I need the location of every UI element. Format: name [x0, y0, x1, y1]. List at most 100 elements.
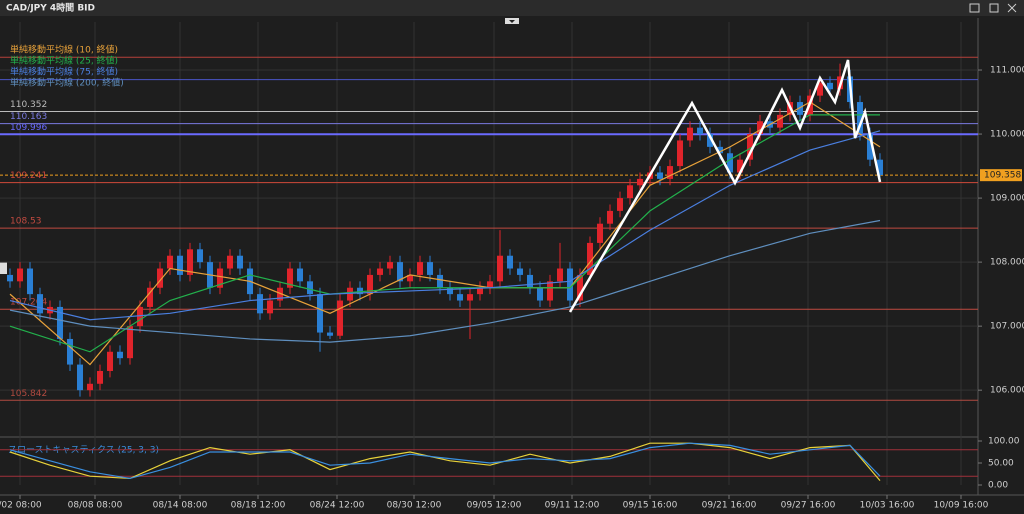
candle-body: [637, 178, 643, 186]
candle-body: [417, 262, 423, 275]
candle-body: [77, 364, 83, 391]
candle-body: [297, 268, 303, 282]
candle-body: [7, 274, 13, 282]
candle-body: [357, 287, 363, 295]
candle-body: [237, 255, 243, 269]
y-tick-label: 111.000: [990, 66, 1024, 76]
level-label: 105.842: [10, 389, 47, 399]
candle-body: [167, 255, 173, 269]
legend-entry: 単純移動平均線 (75, 終値): [10, 66, 118, 78]
x-tick-label: 10/09 16:00: [934, 501, 989, 511]
candle-body: [777, 114, 783, 128]
candle-body: [467, 294, 473, 301]
candle-body: [707, 134, 713, 147]
candle-body: [327, 332, 333, 336]
candle-body: [737, 159, 743, 173]
current-price-label: 109.358: [984, 171, 1021, 181]
candle-body: [617, 198, 623, 211]
osc-y-tick-label: 100.00: [988, 437, 1020, 447]
candle-body: [397, 262, 403, 282]
close-button[interactable]: [1007, 3, 1017, 13]
candle-body: [347, 287, 353, 301]
candle-body: [557, 268, 563, 282]
ma-line: [9, 219, 881, 343]
candle-body: [547, 281, 553, 301]
maximize-button[interactable]: [989, 3, 999, 13]
y-tick-label: 106.000: [990, 386, 1024, 396]
candle-body: [817, 82, 823, 96]
osc-line: [9, 442, 881, 480]
candle-body: [697, 127, 703, 135]
collapse-arrow: [509, 20, 515, 23]
y-tick-label: 108.000: [990, 258, 1024, 268]
candle-body: [277, 287, 283, 301]
candle-body: [747, 134, 753, 160]
candle-body: [687, 127, 693, 141]
candle-body: [877, 159, 883, 176]
level-label: 109.996: [10, 123, 47, 133]
candle-body: [607, 210, 613, 224]
candle-body: [657, 172, 663, 179]
candle-body: [507, 255, 513, 269]
y-tick-label: 110.000: [990, 130, 1024, 140]
candle-body: [217, 268, 223, 288]
x-tick-label: 09/15 16:00: [623, 501, 678, 511]
candle-body: [857, 102, 863, 135]
candle-body: [137, 306, 143, 327]
candle-body: [227, 255, 233, 269]
x-tick-label: 08/24 12:00: [310, 501, 365, 511]
ma-line: [9, 114, 880, 353]
legend-entry: 単純移動平均線 (200, 終値): [10, 77, 124, 89]
legend: 単純移動平均線 (10, 終値)単純移動平均線 (25, 終値)単純移動平均線 …: [10, 44, 124, 89]
candle-body: [117, 351, 123, 359]
ma-line: [9, 130, 881, 321]
legend-entry: 単純移動平均線 (25, 終値): [10, 55, 118, 67]
level-label: 108.53: [10, 217, 42, 227]
candle-body: [257, 294, 263, 314]
candle-body: [287, 268, 293, 288]
candle-body: [577, 274, 583, 301]
candle-body: [517, 268, 523, 275]
osc-y-tick-label: 50.00: [988, 459, 1014, 469]
candle-body: [667, 166, 673, 179]
candle-body: [867, 134, 873, 160]
candle-body: [407, 274, 413, 282]
side-toggle[interactable]: [0, 262, 7, 274]
candle-body: [87, 383, 93, 391]
candle-body: [587, 242, 593, 275]
level-label: 110.163: [10, 112, 47, 122]
level-label: 110.352: [10, 100, 47, 110]
osc-line: [9, 442, 881, 481]
candle-body: [367, 274, 373, 295]
candle-body: [437, 274, 443, 288]
candle-body: [477, 287, 483, 295]
popout-button[interactable]: [969, 3, 980, 13]
candle-body: [487, 281, 493, 288]
x-tick-label: 09/27 16:00: [781, 501, 836, 511]
x-tick-label: /02 08:00: [0, 501, 42, 511]
candle-body: [57, 306, 63, 339]
x-tick-label: 09/21 16:00: [702, 501, 757, 511]
candle-body: [187, 249, 193, 275]
candle-body: [267, 300, 273, 314]
candle-body: [177, 255, 183, 275]
legend-entry: 単純移動平均線 (10, 終値): [10, 44, 118, 56]
title-bar: [0, 0, 1024, 16]
x-tick-label: 08/14 08:00: [153, 501, 208, 511]
candle-body: [537, 287, 543, 301]
candle-body: [497, 255, 503, 282]
candle-body: [147, 287, 153, 307]
y-tick-label: 107.000: [990, 322, 1024, 332]
candle-body: [447, 287, 453, 295]
oscillator-panel: スローストキャスティクス (25, 3, 3): [0, 442, 978, 481]
x-tick-label: 08/08 08:00: [68, 501, 123, 511]
candle-body: [677, 140, 683, 167]
candle-body: [757, 121, 763, 135]
candle-body: [197, 249, 203, 263]
x-tick-label: 08/18 12:00: [231, 501, 286, 511]
candle-body: [157, 268, 163, 288]
trend-drawing: [568, 59, 882, 313]
candle-body: [387, 262, 393, 269]
